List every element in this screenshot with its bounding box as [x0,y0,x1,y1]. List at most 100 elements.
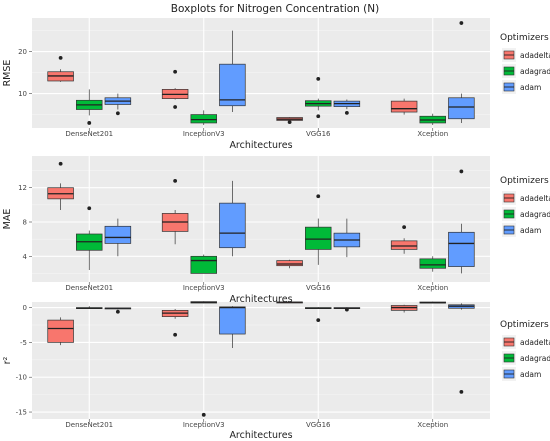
box-body [219,202,246,249]
box-adam-2 [219,306,246,348]
legend-label-adadelta: adadelta [520,51,550,60]
outlier-point [115,309,120,314]
outlier-point [115,111,120,116]
legend: Optimizers adadelta adagrad adam [500,320,550,381]
chart-panels: 10 20 DenseNet201 InceptionV3 VGG16 Xception R… [2,18,550,441]
y-tick-label: -15 [16,409,27,417]
x-tick-label: Xception [417,284,448,292]
box-body [305,226,332,250]
box-adadelta-3 [276,117,303,125]
box-body [419,258,446,269]
box-adadelta-2 [161,178,189,245]
box-body [390,240,418,250]
x-axis-title: Architectures [229,430,292,441]
outlier-point [316,194,321,199]
legend-label-adagrad: adagrad [520,210,550,219]
legend-label-adam: adam [520,83,541,92]
y-axis-title: RMSE [2,60,13,87]
box-adam-3 [333,307,361,312]
y-tick-label: 4 [23,253,28,261]
outlier-point [173,332,178,337]
box-body [47,319,74,343]
box-body [219,306,246,335]
box-adagrad-4 [419,301,446,304]
x-tick-label: InceptionV3 [183,421,225,429]
box-adadelta-4 [390,225,418,254]
x-tick-label: DenseNet201 [65,284,113,292]
box-adam-3 [333,99,361,115]
box-adadelta-1 [47,317,74,346]
x-axis-title: Architectures [229,140,292,151]
legend-label-adadelta: adadelta [520,194,550,203]
figure-title: Boxplots for Nitrogen Concentration (N) [171,3,379,15]
legend-label-adagrad: adagrad [520,354,550,363]
box-body [190,255,217,274]
box-adam-1 [104,93,132,116]
box-adagrad-4 [419,256,446,272]
box-body [219,63,246,107]
x-tick-label: Xception [417,130,448,138]
y-tick-label: 10 [18,90,27,98]
outlier-point [316,76,321,81]
box-body [104,225,132,244]
panel-background [32,156,490,282]
legend-title: Optimizers [500,33,549,43]
legend: Optimizers adadelta adagrad adam [500,33,550,94]
box-adadelta-2 [161,308,189,337]
legend: Optimizers adadelta adagrad adam [500,176,550,237]
box-adagrad-3 [305,76,332,119]
y-tick-label: -5 [20,339,27,347]
legend-label-adam: adam [520,370,541,379]
x-axis-title: Architectures [229,294,292,305]
box-adagrad-2 [190,254,217,274]
box-adagrad-2 [190,110,217,126]
box-adagrad-2 [190,301,217,417]
outlier-point [173,105,178,109]
x-tick-label: DenseNet201 [65,421,113,429]
outlier-point [316,114,321,119]
box-adagrad-1 [76,89,103,125]
legend-title: Optimizers [500,320,549,330]
outlier-point [459,389,464,394]
panel-2: 4 8 12 DenseNet201 InceptionV3 VGG16 Xception M… [2,156,550,305]
panel-1: 10 20 DenseNet201 InceptionV3 VGG16 Xception R… [2,18,550,151]
box-adam-4 [448,303,475,394]
box-adagrad-4 [419,113,446,126]
x-tick-label: Xception [417,421,448,429]
outlier-point [58,55,63,60]
y-tick-label: -10 [16,374,27,382]
box-body [448,231,475,267]
box-body [190,114,217,124]
outlier-point [87,206,92,211]
x-tick-label: InceptionV3 [183,284,225,292]
box-body [448,97,475,120]
outlier-point [344,110,349,115]
x-tick-label: VGG16 [306,284,331,292]
x-tick-label: DenseNet201 [65,130,113,138]
box-body [390,100,418,113]
box-adagrad-3 [305,307,332,323]
legend-label-adadelta: adadelta [520,338,550,347]
y-axis-title: MAE [2,209,13,230]
panel-background [32,302,490,419]
outlier-point [173,178,178,183]
y-tick-label: 0 [23,304,27,312]
box-adam-1 [104,307,132,314]
box-adagrad-1 [76,206,103,270]
box-adadelta-3 [276,301,303,304]
x-tick-label: VGG16 [306,130,331,138]
panel-background [32,18,490,128]
box-adam-2 [219,30,246,113]
box-adam-1 [104,218,132,257]
y-axis-title: r² [2,356,13,364]
outlier-point [287,120,292,125]
box-adagrad-3 [305,194,332,265]
box-adadelta-2 [161,69,189,109]
box-adam-4 [448,21,475,123]
box-adadelta-4 [390,98,418,115]
box-adagrad-1 [76,306,103,309]
box-adadelta-4 [390,304,418,313]
legend-label-adam: adam [520,226,541,235]
outlier-point [402,225,407,230]
